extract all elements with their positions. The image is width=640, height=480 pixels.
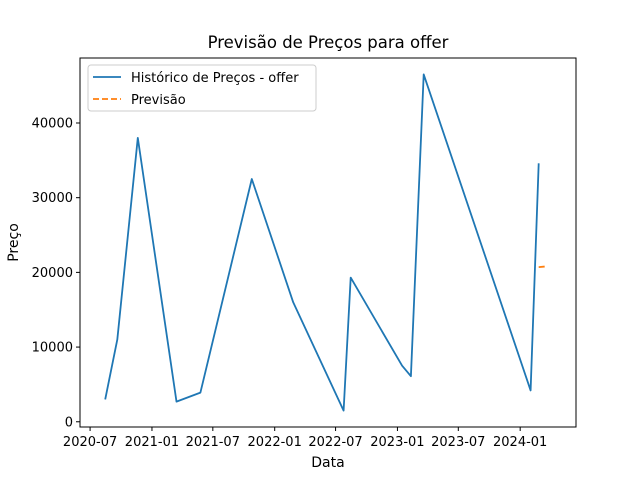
x-tick-label: 2023-01 bbox=[370, 435, 424, 450]
y-axis: 0 10000 20000 30000 40000 bbox=[32, 116, 80, 430]
y-tick-label: 30000 bbox=[32, 191, 73, 206]
x-tick-label: 2022-07 bbox=[308, 435, 362, 450]
y-tick-label: 40000 bbox=[32, 116, 73, 131]
x-tick-label: 2024-01 bbox=[493, 435, 547, 450]
legend-box bbox=[87, 64, 317, 112]
y-tick-label: 0 bbox=[65, 415, 73, 430]
x-tick-label: 2021-07 bbox=[186, 435, 240, 450]
x-axis-title: Data bbox=[311, 455, 344, 471]
x-tick-label: 2021-01 bbox=[125, 435, 179, 450]
series-line-1 bbox=[104, 73, 540, 412]
legend-label-2: Previsão bbox=[131, 93, 186, 108]
x-tick-label: 2022-01 bbox=[248, 435, 302, 450]
y-tick-label: 10000 bbox=[32, 341, 73, 356]
x-tick-label: 2020-07 bbox=[63, 435, 117, 450]
y-tick-label: 20000 bbox=[32, 266, 73, 281]
plot-area bbox=[104, 73, 547, 412]
legend: Histórico de Preços - offer Previsão bbox=[87, 64, 317, 112]
plot-frame bbox=[79, 57, 577, 428]
y-axis-title: Preço bbox=[6, 223, 22, 262]
legend-label-1: Histórico de Preços - offer bbox=[131, 71, 299, 86]
chart-title: Previsão de Preços para offer bbox=[208, 33, 449, 52]
series-line-2 bbox=[538, 265, 547, 268]
x-tick-label: 2023-07 bbox=[431, 435, 485, 450]
x-axis: 2020-07 2021-01 2021-07 2022-01 2022-07 2023-… bbox=[63, 427, 547, 450]
